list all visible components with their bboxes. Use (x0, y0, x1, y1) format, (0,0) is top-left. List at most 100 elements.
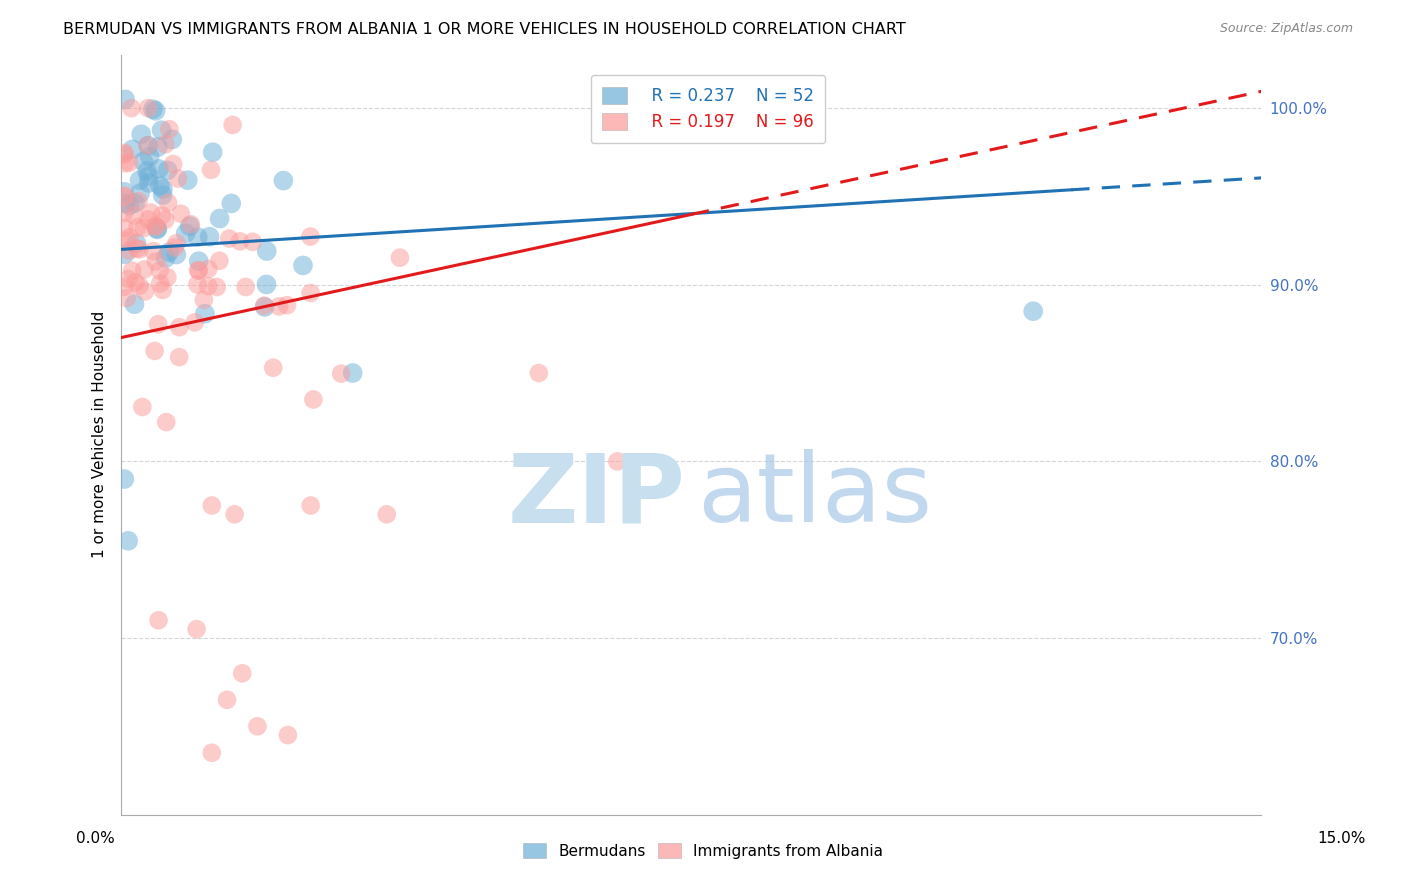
Point (218, 231, 240, 245)
Text: 15.0%: 15.0% (1317, 831, 1365, 846)
Point (242, 235, 264, 249)
Point (180, 217, 202, 231)
Point (388, 251, 411, 265)
Point (186, 622, 208, 636)
Point (375, 508, 398, 522)
Point (157, 122, 180, 136)
Point (146, 222, 169, 236)
Point (142, 244, 165, 259)
Point (256, 277, 278, 292)
Text: 0.0%: 0.0% (76, 831, 115, 846)
Point (124, 297, 146, 311)
Y-axis label: 1 or more Vehicles in Household: 1 or more Vehicles in Household (93, 311, 107, 558)
Point (138, 169, 160, 184)
Point (200, 162, 222, 177)
Point (169, 320, 191, 334)
Point (114, 247, 136, 261)
Point (174, 226, 197, 240)
Point (138, 176, 160, 190)
Point (197, 261, 219, 276)
Text: atlas: atlas (696, 449, 932, 542)
Point (187, 230, 209, 244)
Point (136, 164, 159, 178)
Point (277, 728, 299, 742)
Point (267, 299, 290, 313)
Point (229, 235, 252, 249)
Point (124, 276, 146, 290)
Point (149, 178, 172, 193)
Point (153, 213, 176, 227)
Point (134, 285, 156, 299)
Point (150, 209, 173, 223)
Point (129, 186, 152, 200)
Text: BERMUDAN VS IMMIGRANTS FROM ALBANIA 1 OR MORE VEHICLES IN HOUSEHOLD CORRELATION : BERMUDAN VS IMMIGRANTS FROM ALBANIA 1 OR… (63, 22, 905, 37)
Point (194, 307, 217, 321)
Point (193, 293, 215, 307)
Point (187, 263, 209, 277)
Point (187, 263, 209, 277)
Point (221, 118, 243, 132)
Text: ZIP: ZIP (508, 449, 685, 542)
Point (117, 272, 139, 286)
Point (114, 196, 136, 211)
Point (162, 157, 184, 171)
Point (167, 171, 190, 186)
Point (134, 262, 156, 277)
Point (114, 190, 136, 204)
Point (183, 315, 205, 329)
Point (117, 533, 139, 548)
Point (156, 163, 179, 178)
Point (128, 194, 150, 208)
Point (186, 277, 208, 292)
Point (201, 145, 224, 160)
Point (246, 719, 269, 733)
Point (165, 247, 187, 261)
Point (129, 128, 152, 142)
Point (152, 188, 174, 202)
Legend:   R = 0.237    N = 52,   R = 0.197    N = 96: R = 0.237 N = 52, R = 0.197 N = 96 (591, 75, 825, 143)
Point (157, 195, 180, 210)
Point (198, 229, 221, 244)
Point (139, 205, 162, 219)
Point (215, 692, 238, 706)
Point (146, 317, 169, 331)
Point (156, 270, 179, 285)
Point (148, 613, 170, 627)
Point (606, 454, 628, 468)
Point (115, 291, 138, 305)
Point (299, 285, 322, 300)
Point (118, 230, 141, 244)
Point (118, 198, 141, 212)
Point (146, 140, 169, 154)
Point (112, 185, 135, 199)
Point (118, 155, 141, 169)
Point (330, 367, 353, 381)
Point (253, 299, 276, 313)
Point (138, 150, 160, 164)
Point (197, 279, 219, 293)
Point (167, 350, 190, 364)
Point (127, 220, 149, 235)
Point (302, 392, 325, 407)
Point (177, 173, 200, 187)
Point (125, 242, 148, 256)
Point (155, 415, 177, 429)
Point (143, 219, 166, 233)
Point (150, 123, 173, 137)
Point (224, 508, 246, 522)
Point (205, 280, 228, 294)
Point (136, 101, 159, 115)
Point (146, 221, 169, 235)
Point (115, 234, 138, 248)
Point (114, 92, 136, 106)
Point (157, 245, 180, 260)
Point (235, 280, 257, 294)
Point (112, 188, 135, 202)
Point (179, 219, 201, 234)
Point (125, 236, 148, 251)
Point (1022, 304, 1045, 318)
Point (155, 137, 177, 152)
Point (253, 300, 276, 314)
Point (132, 221, 155, 235)
Point (162, 132, 184, 146)
